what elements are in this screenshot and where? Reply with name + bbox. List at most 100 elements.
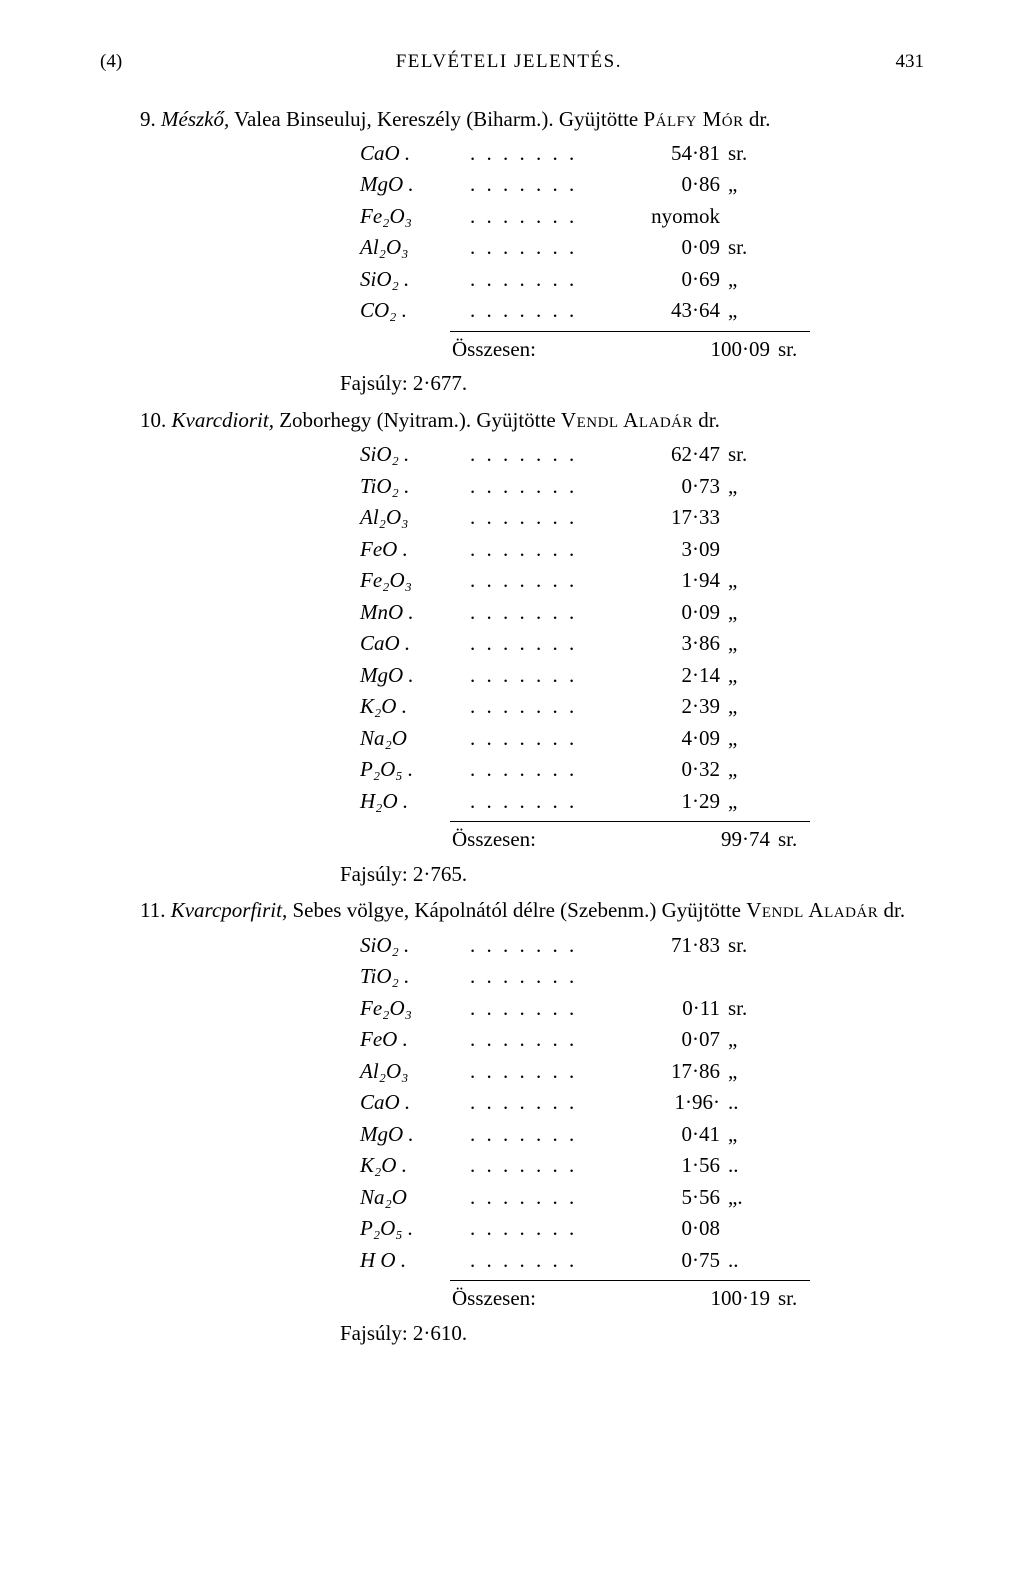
oxide-label: Al₂O₃ [360,502,470,534]
analysis-section: 11. Kvarcporfirit, Sebes völgye, Kápolná… [100,895,924,1348]
oxide-label: MgO . [360,169,470,201]
header-left: (4) [100,48,122,76]
table-row: FeO .. . . . . . .3·09 [360,534,924,566]
collector-suffix: dr. [693,408,720,432]
oxide-label: H₂O . [360,786,470,818]
oxide-label: FeO . [360,1024,470,1056]
leader-dots: . . . . . . . [470,993,640,1025]
section-intro: 9. Mészkő, Valea Binseuluj, Kereszély (B… [100,104,924,134]
section-intro: 10. Kvarcdiorit, Zoborhegy (Nyitram.). G… [100,405,924,435]
oxide-value: 0·32 [640,754,720,786]
collector-suffix: dr. [744,107,771,131]
oxide-value: 0·75 [640,1245,720,1277]
oxide-label: CaO . [360,1087,470,1119]
collector-suffix: dr. [878,898,905,922]
oxide-label: FeO . [360,534,470,566]
section-intro: 11. Kvarcporfirit, Sebes völgye, Kápolná… [100,895,924,925]
oxide-unit: .. [720,1245,760,1277]
table-row: MgO .. . . . . . .0·41„ [360,1119,924,1151]
oxide-value: 0·86 [640,169,720,201]
specific-gravity: Fajsúly: 2·610. [340,1318,924,1348]
oxide-value: 0·08 [640,1213,720,1245]
sum-label: Összesen: [450,1283,690,1313]
leader-dots: . . . . . . . [470,534,640,566]
leader-dots: . . . . . . . [470,169,640,201]
table-row: CaO .. . . . . . .54·81sr. [360,138,924,170]
oxide-value: 0·07 [640,1024,720,1056]
sum-row: Összesen:99·74sr. [450,821,810,854]
leader-dots: . . . . . . . [470,1245,640,1277]
oxide-label: TiO₂ . [360,961,470,993]
oxide-value: 17·86 [640,1056,720,1088]
sum-unit: sr. [770,334,810,364]
oxide-value: 17·33 [640,502,720,534]
leader-dots: . . . . . . . [470,660,640,692]
oxide-label: K₂O . [360,1150,470,1182]
oxide-unit: .. [720,1087,760,1119]
oxide-unit: „ [720,1119,760,1151]
oxide-unit: „ [720,295,760,327]
oxide-value: 0·09 [640,232,720,264]
leader-dots: . . . . . . . [470,723,640,755]
sum-value: 100·09 [690,334,770,364]
oxide-value: 1·29 [640,786,720,818]
table-row: TiO₂ .. . . . . . .0·73„ [360,471,924,503]
oxide-value: 1·94 [640,565,720,597]
table-row: Fe₂O₃. . . . . . .0·11sr. [360,993,924,1025]
table-row: K₂O .. . . . . . .2·39„ [360,691,924,723]
oxide-value: 1·96· [640,1087,720,1119]
leader-dots: . . . . . . . [470,1056,640,1088]
oxide-unit: „ [720,597,760,629]
table-row: K₂O .. . . . . . .1·56.. [360,1150,924,1182]
leader-dots: . . . . . . . [470,1182,640,1214]
section-number: 9. [140,107,161,131]
leader-dots: . . . . . . . [470,691,640,723]
oxide-value: 2·39 [640,691,720,723]
oxide-value: 5·56 [640,1182,720,1214]
leader-dots: . . . . . . . [470,295,640,327]
oxide-label: Al₂O₃ [360,1056,470,1088]
oxide-label: P₂O₅ . [360,1213,470,1245]
table-row: Al₂O₃. . . . . . .17·86„ [360,1056,924,1088]
sum-row: Összesen:100·09sr. [450,331,810,364]
oxide-unit: „ [720,660,760,692]
oxide-unit: „ [720,754,760,786]
oxide-value: 2·14 [640,660,720,692]
leader-dots: . . . . . . . [470,264,640,296]
table-row: Na₂O. . . . . . .5·56„. [360,1182,924,1214]
sum-row: Összesen:100·19sr. [450,1280,810,1313]
table-row: SiO₂ .. . . . . . .62·47sr. [360,439,924,471]
oxide-value: 43·64 [640,295,720,327]
leader-dots: . . . . . . . [470,754,640,786]
oxide-unit: „ [720,723,760,755]
section-locality: Valea Binseuluj, Kereszély (Biharm.). Gy… [229,107,643,131]
oxide-unit: „ [720,1056,760,1088]
oxide-label: P₂O₅ . [360,754,470,786]
table-row: Fe₂O₃. . . . . . .1·94„ [360,565,924,597]
analysis-section: 10. Kvarcdiorit, Zoborhegy (Nyitram.). G… [100,405,924,889]
oxide-label: H O . [360,1245,470,1277]
sum-value: 99·74 [690,824,770,854]
leader-dots: . . . . . . . [470,502,640,534]
header-title: FELVÉTELI JELENTÉS. [122,48,895,76]
specific-gravity: Fajsúly: 2·677. [340,368,924,398]
oxide-unit: „ [720,565,760,597]
table-row: CaO .. . . . . . .3·86„ [360,628,924,660]
oxide-value: 0·11 [640,993,720,1025]
table-row: H₂O .. . . . . . .1·29„ [360,786,924,818]
oxide-value: 4·09 [640,723,720,755]
oxide-unit: .. [720,1150,760,1182]
section-number: 10. [140,408,172,432]
leader-dots: . . . . . . . [470,597,640,629]
oxide-unit: „ [720,169,760,201]
table-row: P₂O₅ .. . . . . . .0·08 [360,1213,924,1245]
oxide-unit: „ [720,628,760,660]
oxide-label: K₂O . [360,691,470,723]
leader-dots: . . . . . . . [470,138,640,170]
oxide-unit: sr. [720,232,760,264]
oxide-value: 0·69 [640,264,720,296]
leader-dots: . . . . . . . [470,1119,640,1151]
table-row: H O .. . . . . . .0·75.. [360,1245,924,1277]
oxide-label: SiO₂ . [360,930,470,962]
oxide-label: Fe₂O₃ [360,993,470,1025]
